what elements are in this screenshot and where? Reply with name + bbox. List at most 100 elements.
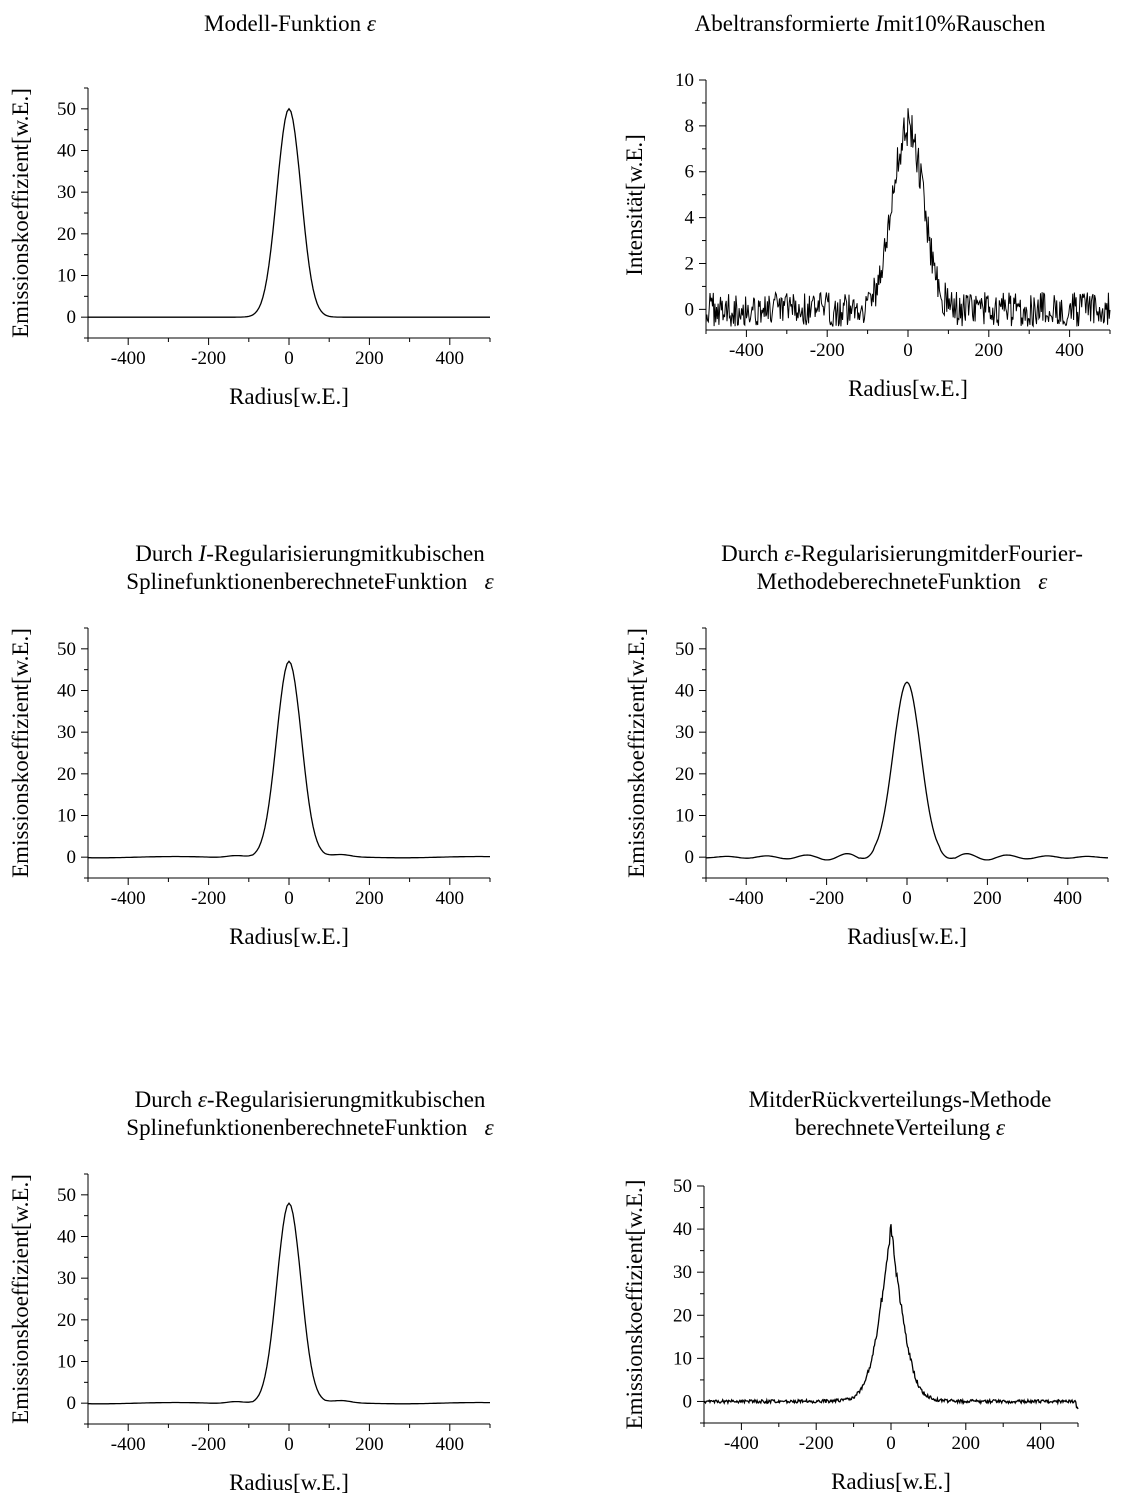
chart-title: Durch ε-RegularisierungmitderFourier- Me…: [660, 540, 1144, 596]
x-axis-label: Radius[w.E.]: [848, 376, 968, 401]
chart-title-italic: I: [198, 541, 207, 566]
x-tick-label: -400: [729, 888, 764, 909]
y-tick-label: 20: [57, 1310, 76, 1331]
y-axis-label: Emissionskoeffizient[w.E.]: [8, 1174, 33, 1424]
x-tick-label: 200: [355, 348, 384, 369]
epsilon-symbol: ε: [1038, 569, 1048, 594]
x-tick-label: 200: [355, 888, 384, 909]
y-tick-label: 30: [673, 1262, 692, 1283]
x-axis-label: Radius[w.E.]: [229, 1470, 349, 1495]
series-line: [88, 107, 490, 318]
x-tick-label: 400: [1026, 1433, 1055, 1454]
chart-svg: -400 -200 0 200 400 0 10 20 30 40 50 Radius[w.E.] Em…: [8, 87, 491, 409]
y-tick-label: 20: [673, 1305, 692, 1326]
y-tick-label: 50: [673, 1176, 692, 1197]
epsilon-symbol: ε: [996, 1115, 1006, 1140]
chart-svg: -400 -200 0 200 400 0 10 20 30 40 50 Radius[w.E.] Em…: [622, 1176, 1079, 1494]
x-tick-label: 0: [284, 1434, 294, 1455]
x-axis-label: Radius[w.E.]: [229, 384, 349, 409]
x-tick-label: -200: [799, 1433, 834, 1454]
y-tick-label: 40: [57, 681, 76, 702]
y-tick-label: 30: [57, 722, 76, 743]
y-tick-label: 20: [675, 764, 694, 785]
y-tick-label: 20: [57, 224, 76, 245]
y-tick-label: 40: [673, 1219, 692, 1240]
y-axis-label: Emissionskoeffizient[w.E.]: [622, 1180, 647, 1430]
x-tick-label: 400: [436, 888, 465, 909]
y-tick-label: 6: [685, 162, 695, 183]
chart-title-text: MitderRückverteilungs-Methode: [748, 1087, 1052, 1112]
series-line: [88, 660, 490, 859]
epsilon-symbol: ε: [366, 11, 376, 36]
y-tick-label: 30: [57, 1268, 76, 1289]
chart-title-rest: mit10%Rauschen: [883, 11, 1046, 36]
series-line: [703, 1224, 1079, 1410]
x-tick-label: 400: [1054, 888, 1083, 909]
x-tick-label: -200: [809, 888, 844, 909]
epsilon-symbol: ε: [484, 569, 494, 594]
x-tick-label: -200: [191, 888, 226, 909]
x-axis-label: Radius[w.E.]: [831, 1469, 951, 1494]
chart-title-text: Durch: [721, 541, 785, 566]
x-tick-label: -400: [111, 1434, 146, 1455]
x-tick-label: 400: [436, 1434, 465, 1455]
y-axis-label: Emissionskoeffizient[w.E.]: [624, 628, 649, 878]
chart-title-text: Abeltransformierte: [694, 11, 876, 36]
chart-title-line2: MethodeberechneteFunktion: [756, 569, 1022, 594]
y-tick-label: 0: [685, 299, 695, 320]
chart-title-italic: I: [875, 11, 884, 36]
chart-title: Durch I-Regularisierungmitkubischen Spli…: [60, 540, 560, 596]
y-tick-label: 30: [675, 722, 694, 743]
x-tick-label: 200: [975, 340, 1004, 361]
y-tick-label: 20: [57, 764, 76, 785]
chart-title-rest: -Regularisierungmitkubischen: [206, 1087, 486, 1112]
chart-title-text: Durch: [134, 1087, 198, 1112]
chart-panel-1: Modell-Funktion ε -400 -200 0 200 400 0 10 20 30…: [0, 0, 560, 430]
x-tick-label: 200: [973, 888, 1002, 909]
x-tick-label: -400: [111, 888, 146, 909]
chart-svg: -400 -200 0 200 400 0 10 20 30 40 50 Radius[w.E.] Em…: [624, 627, 1109, 949]
y-tick-label: 2: [685, 253, 695, 274]
y-tick-label: 30: [57, 182, 76, 203]
chart-title: Abeltransformierte Imit10%Rauschen: [600, 10, 1140, 38]
y-tick-label: 8: [685, 116, 695, 137]
y-tick-label: 40: [57, 141, 76, 162]
x-axis-label: Radius[w.E.]: [847, 924, 967, 949]
chart-title-line2: berechneteVerteilung: [794, 1115, 997, 1140]
chart-panel-6: MitderRückverteilungs-Methode berechnete…: [600, 1086, 1144, 1504]
y-tick-label: 10: [57, 806, 76, 827]
x-axis-label: Radius[w.E.]: [229, 924, 349, 949]
y-axis-label: Emissionskoeffizient[w.E.]: [8, 88, 33, 338]
y-tick-label: 0: [683, 1391, 693, 1412]
y-tick-label: 0: [67, 1393, 77, 1414]
series-line: [706, 681, 1108, 861]
x-tick-label: 400: [1055, 340, 1084, 361]
x-tick-label: 0: [886, 1433, 896, 1454]
chart-title-text: Durch: [135, 541, 199, 566]
y-tick-label: 50: [57, 639, 76, 660]
chart-title: MitderRückverteilungs-Methode berechnete…: [660, 1086, 1140, 1142]
y-tick-label: 10: [57, 1352, 76, 1373]
chart-title-rest: -RegularisierungmitderFourier-: [793, 541, 1083, 566]
y-tick-label: 40: [675, 681, 694, 702]
epsilon-symbol: ε: [484, 1115, 494, 1140]
chart-panel-5: Durch ε-Regularisierungmitkubischen Spli…: [0, 1086, 560, 1504]
epsilon-symbol: ε: [784, 541, 794, 566]
y-tick-label: 0: [67, 307, 77, 328]
y-tick-label: 10: [673, 1348, 692, 1369]
chart-svg: -400 -200 0 200 400 0 10 20 30 40 50 Radius[w.E.] Em…: [8, 627, 491, 949]
x-tick-label: -200: [191, 348, 226, 369]
y-tick-label: 4: [685, 208, 695, 229]
x-tick-label: 0: [903, 340, 913, 361]
x-tick-label: 0: [902, 888, 912, 909]
series-line: [88, 1202, 490, 1405]
chart-svg: -400 -200 0 200 400 0 2 4 6 8 10 Radius[w.E.] Intens…: [622, 70, 1111, 401]
chart-panel-4: Durch ε-RegularisierungmitderFourier- Me…: [600, 540, 1144, 970]
chart-title: Modell-Funktion ε: [120, 10, 460, 38]
x-tick-label: -200: [810, 340, 845, 361]
x-tick-label: -400: [729, 340, 764, 361]
chart-title: Durch ε-Regularisierungmitkubischen Spli…: [60, 1086, 560, 1142]
x-tick-label: 0: [284, 888, 294, 909]
x-tick-label: -400: [724, 1433, 759, 1454]
y-tick-label: 50: [57, 1185, 76, 1206]
